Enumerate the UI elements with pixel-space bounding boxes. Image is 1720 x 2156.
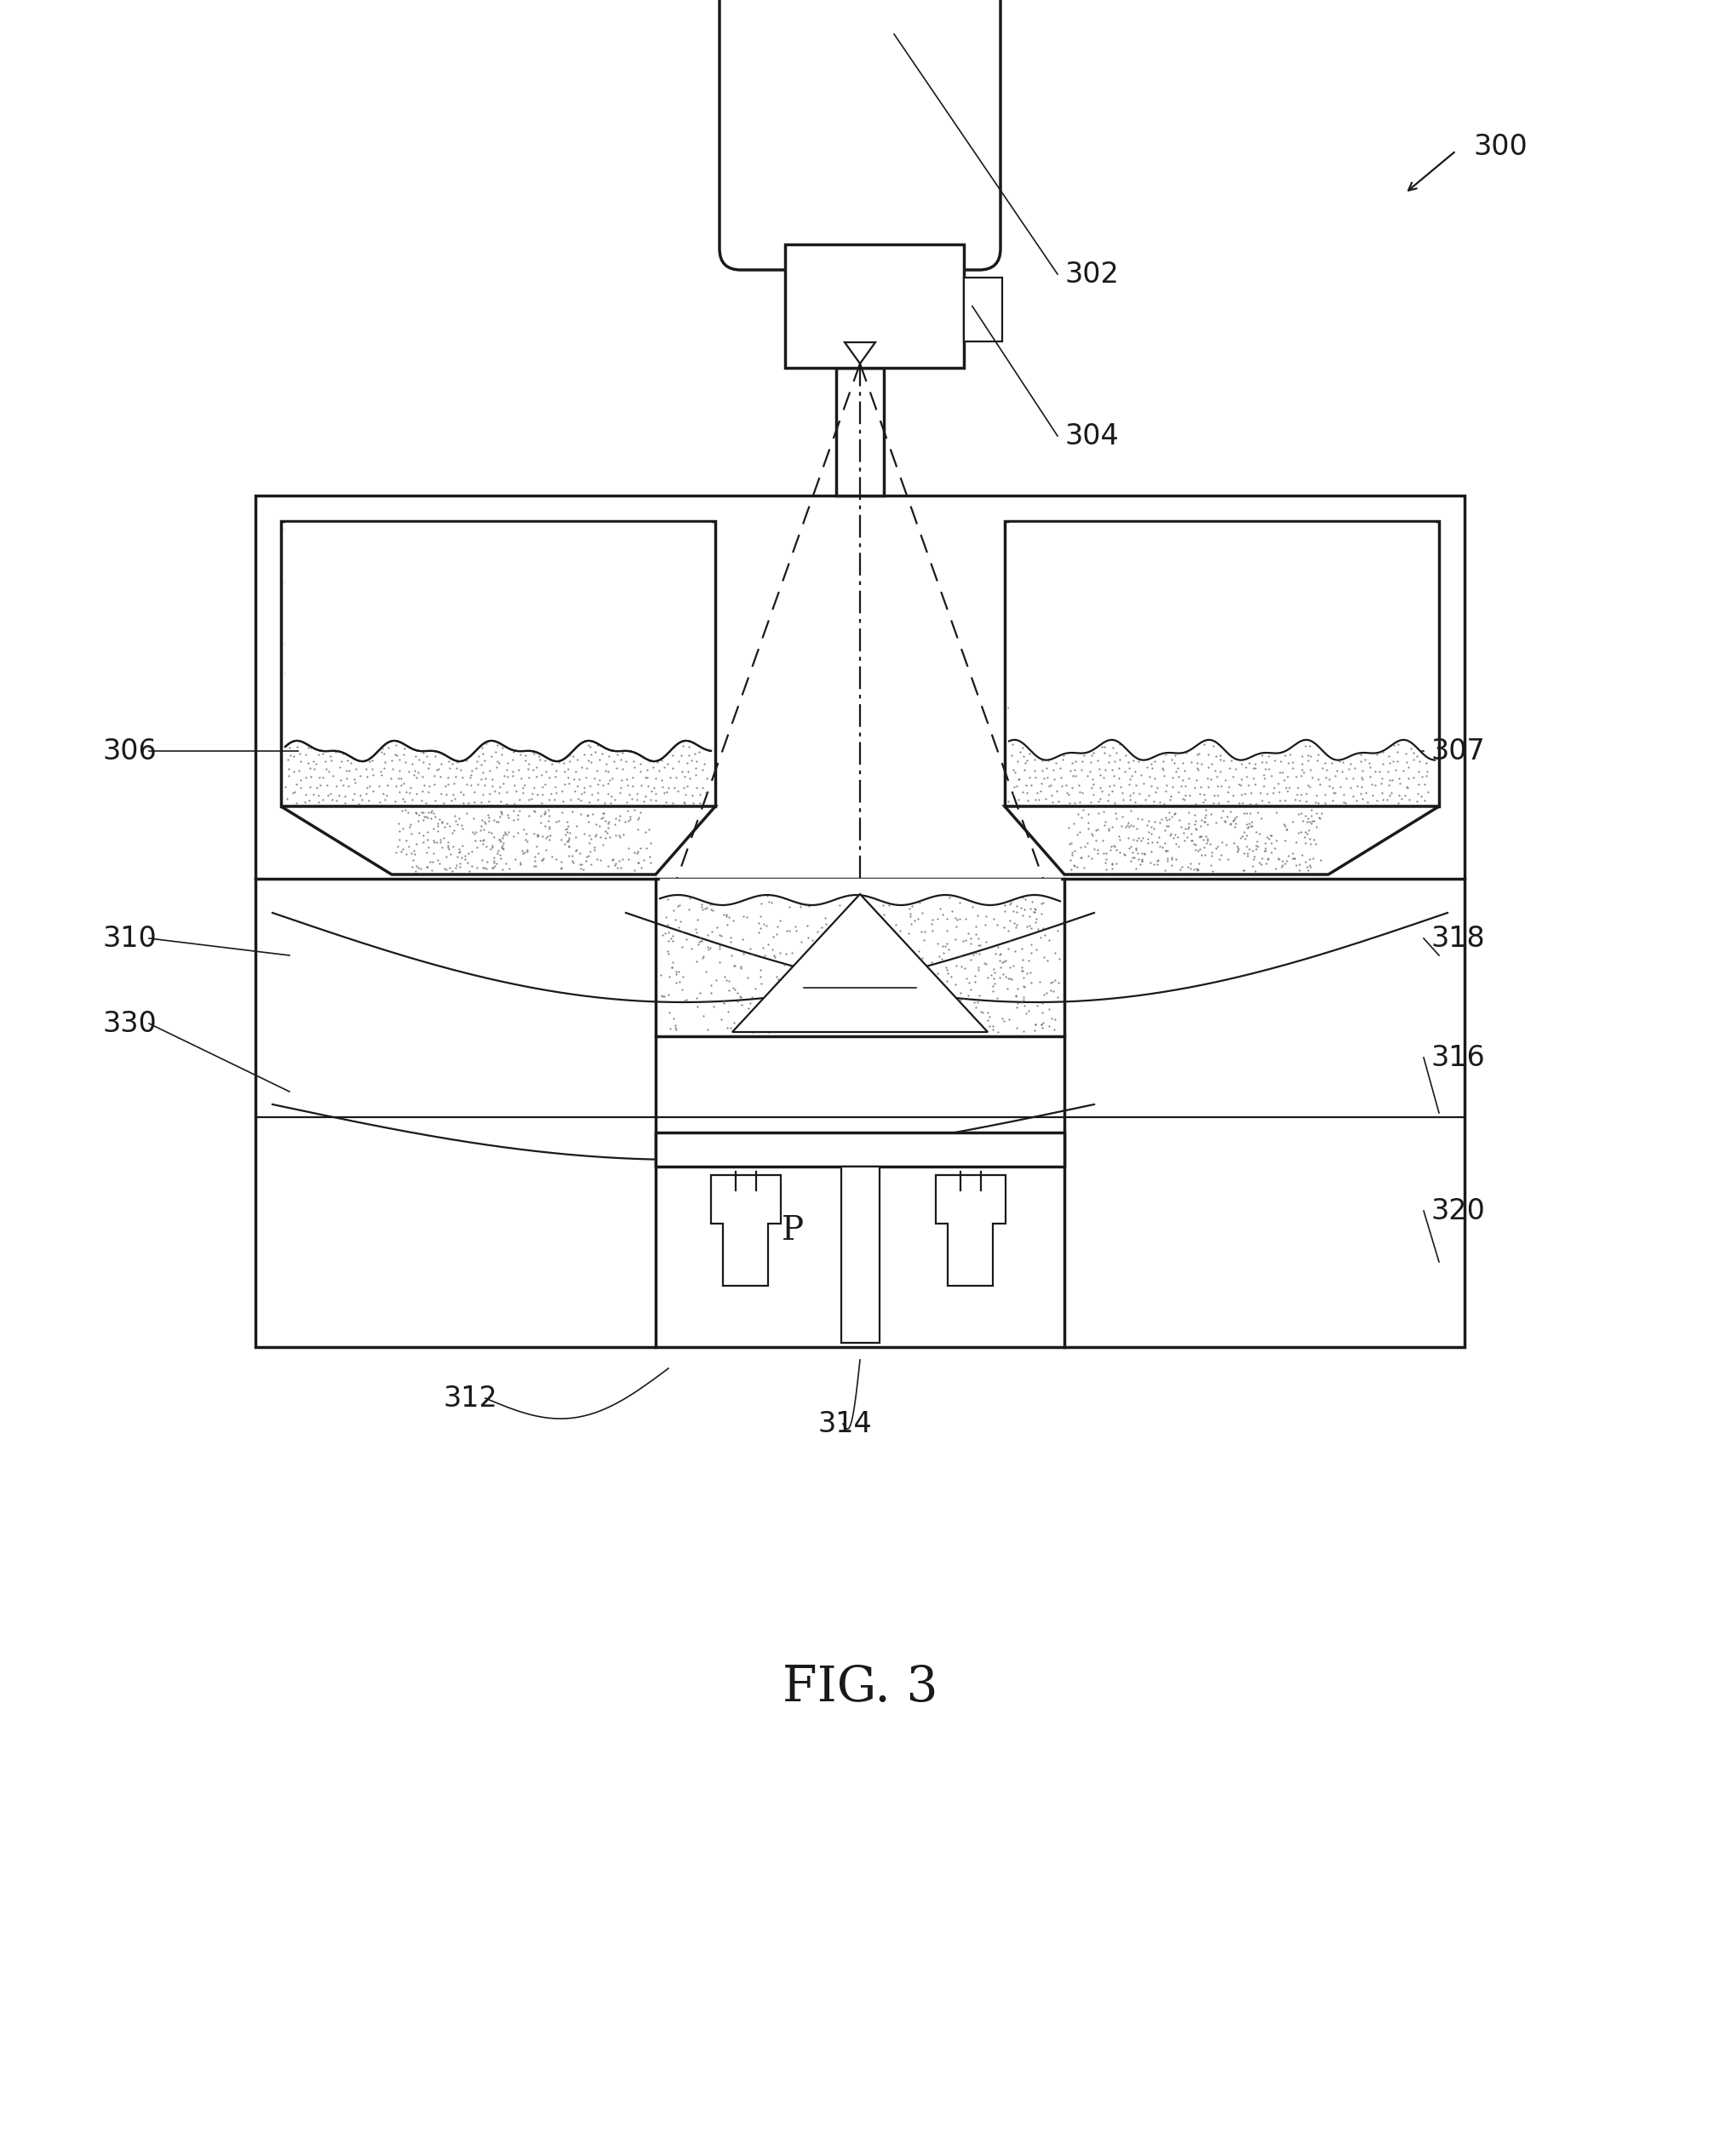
Bar — [256, 496, 1464, 1348]
Text: 320: 320 — [1431, 1197, 1484, 1225]
Text: 300: 300 — [1472, 132, 1527, 160]
Bar — [280, 522, 716, 806]
FancyBboxPatch shape — [719, 0, 1001, 270]
Text: FIG. 3: FIG. 3 — [783, 1664, 937, 1712]
Polygon shape — [1004, 806, 1440, 875]
Bar — [963, 278, 1003, 341]
Text: 316: 316 — [1431, 1044, 1484, 1072]
Bar — [784, 244, 963, 369]
Bar — [836, 369, 884, 496]
Polygon shape — [845, 343, 875, 364]
Text: 310: 310 — [101, 925, 157, 953]
Text: 302: 302 — [1065, 261, 1118, 289]
Text: 312: 312 — [442, 1384, 497, 1412]
Polygon shape — [936, 1175, 1004, 1285]
Text: 304: 304 — [1065, 423, 1118, 451]
Text: 306: 306 — [101, 737, 157, 765]
Text: 330: 330 — [101, 1009, 157, 1037]
Bar — [1004, 522, 1440, 806]
Bar — [655, 1132, 1065, 1166]
Text: 314: 314 — [817, 1410, 872, 1438]
Text: 307: 307 — [1431, 737, 1484, 765]
Text: P: P — [781, 1214, 803, 1246]
Polygon shape — [280, 806, 716, 875]
Bar — [841, 1166, 879, 1343]
Text: 318: 318 — [1431, 925, 1484, 953]
Polygon shape — [710, 1175, 781, 1285]
Polygon shape — [733, 895, 987, 1033]
